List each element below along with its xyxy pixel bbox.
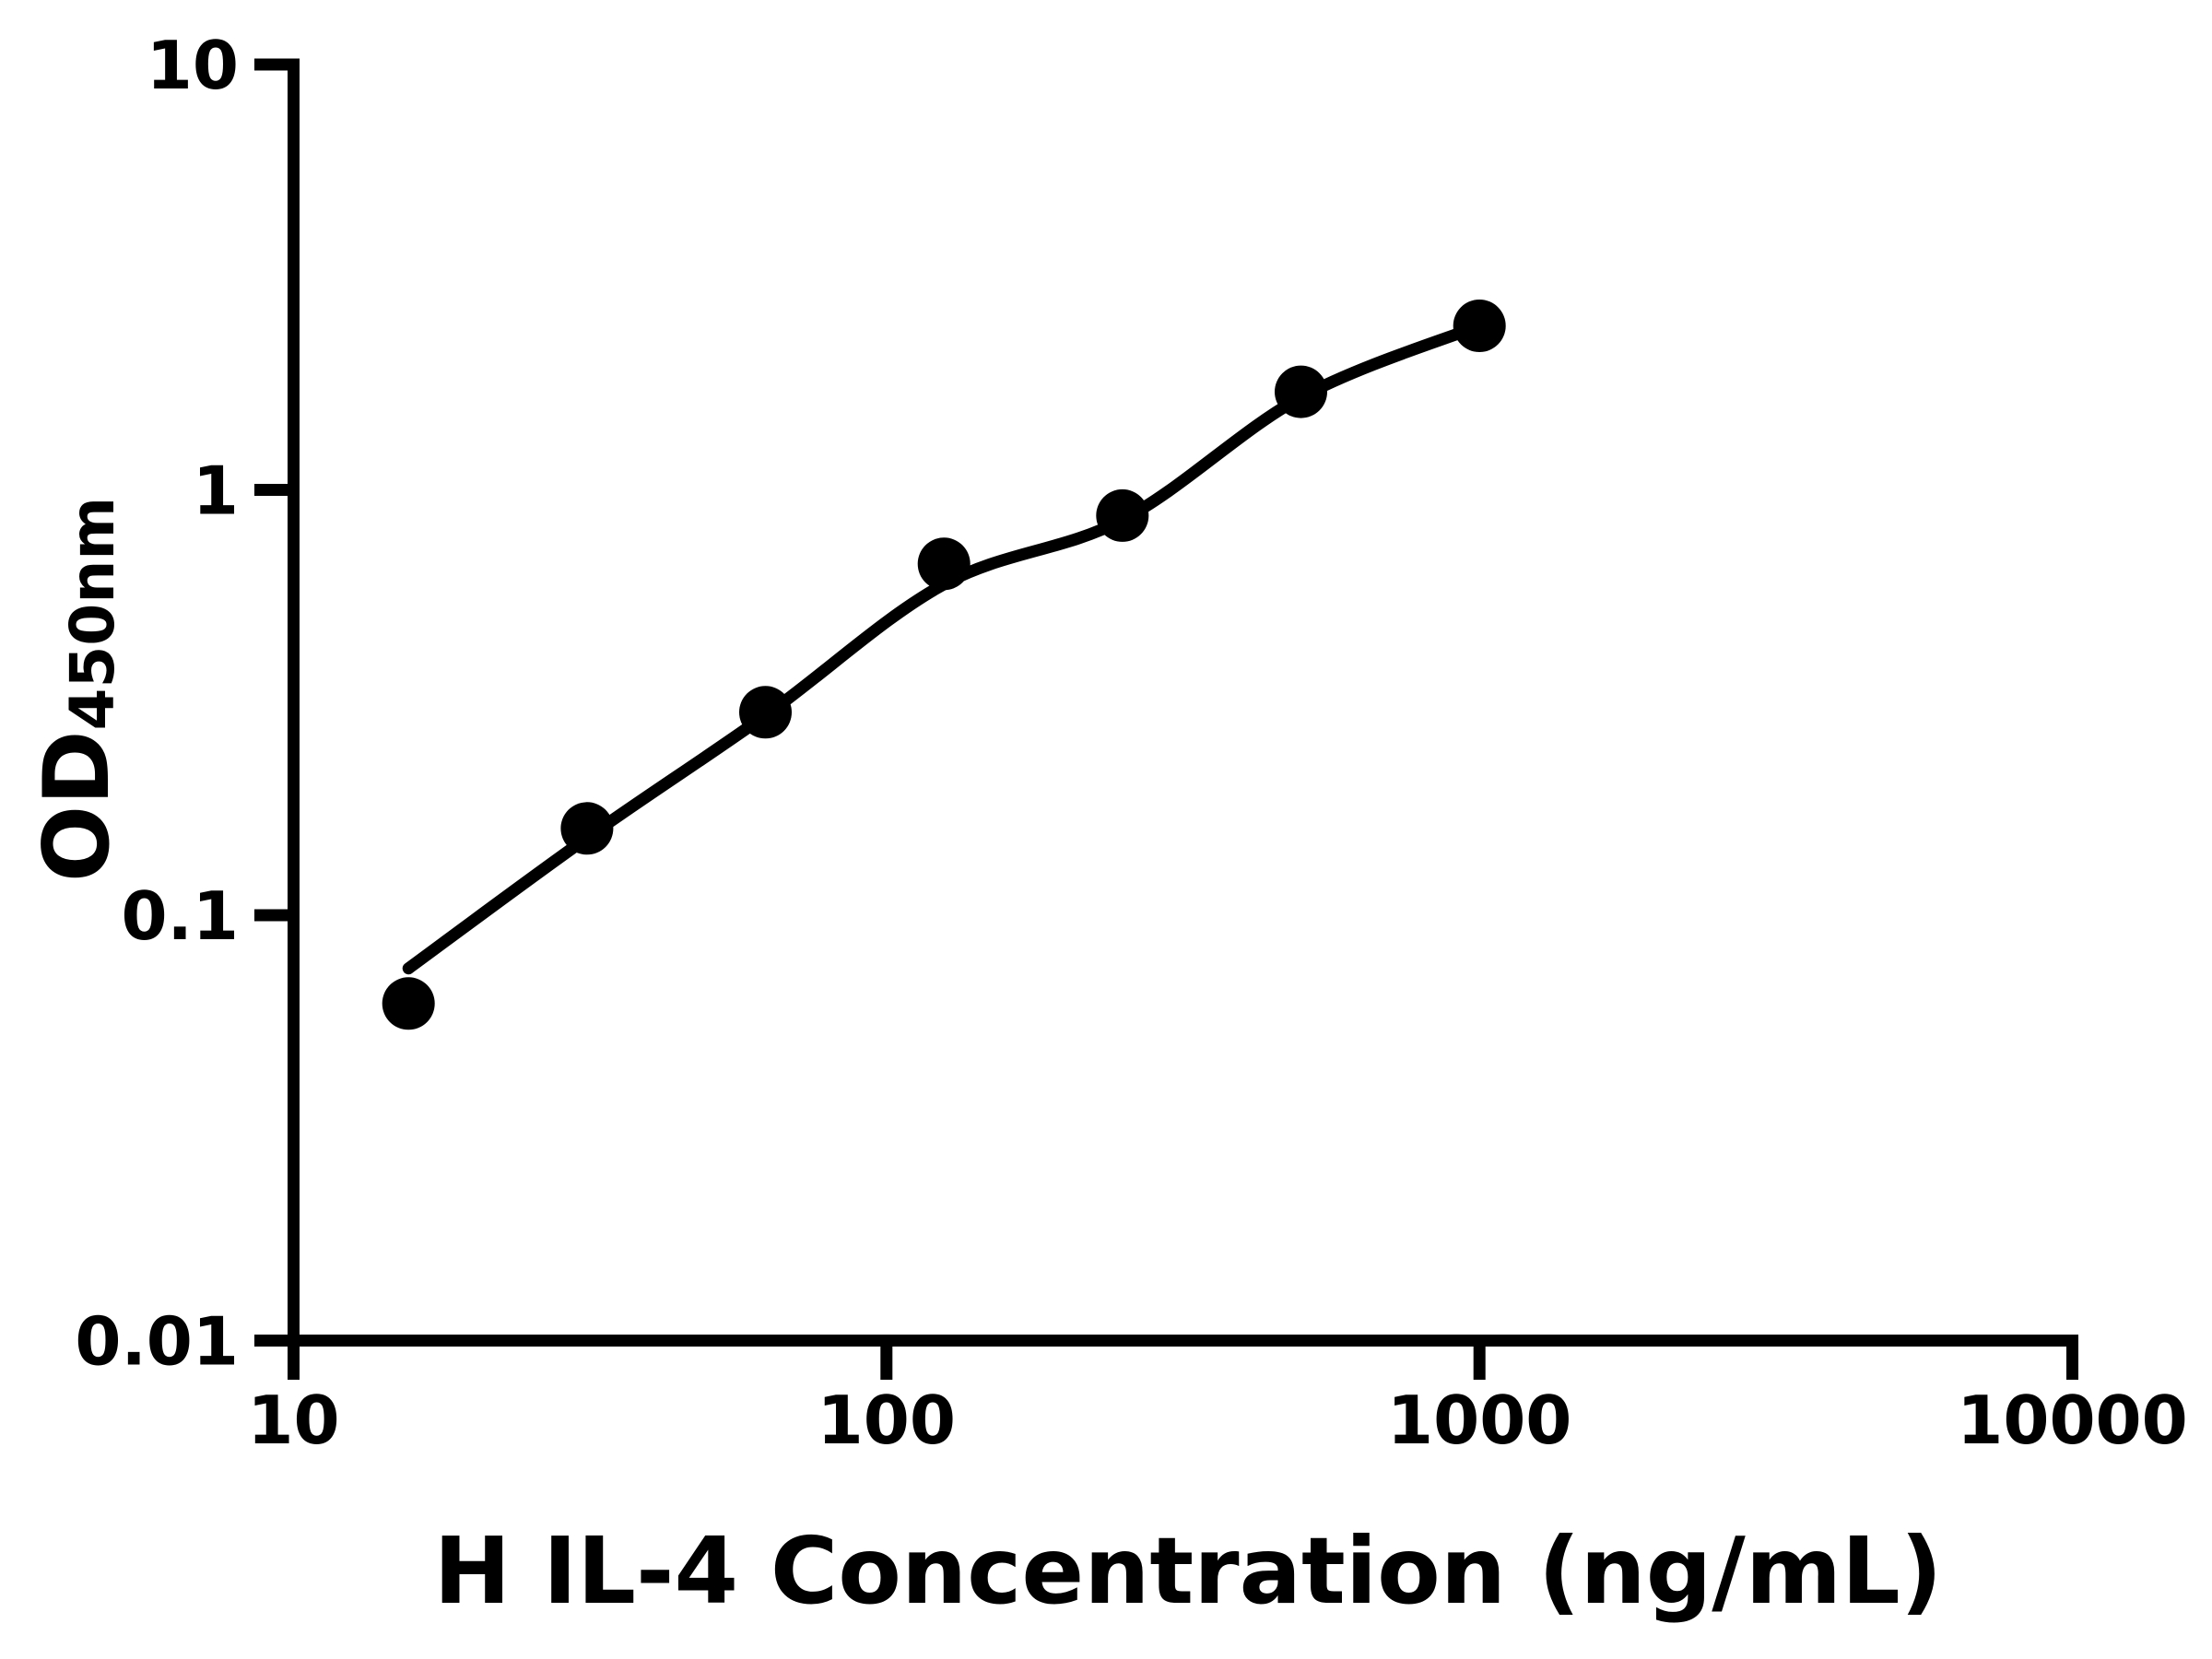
x-tick-label: 10 [247,1382,339,1459]
y-tick-label: 0.1 [121,877,239,955]
x-tick-label: 1000 [1387,1382,1571,1459]
curve-layer [402,320,1486,975]
y-axis-title-subscript: 450nm [57,497,128,731]
y-tick-label: 10 [147,27,239,104]
data-point-marker [1096,488,1149,542]
x-tick-label: 100 [818,1382,956,1459]
fit-curve-line [402,320,1486,975]
data-point-marker [739,686,792,739]
data-point-marker [382,977,435,1030]
x-tick-label: 10000 [1957,1382,2188,1459]
y-axis-title-main: OD [25,730,130,882]
data-point-marker [1275,365,1327,418]
y-tick-label: 1 [193,453,239,530]
x-axis-title: H IL-4 Concentration (ng/mL) [434,1517,1943,1625]
y-axis-title: OD450nm [25,497,130,882]
y-tick-label: 0.01 [75,1303,239,1381]
data-point-marker [1453,300,1506,352]
marker-layer [382,300,1506,1030]
data-point-marker [560,802,614,855]
data-point-marker [917,537,971,591]
